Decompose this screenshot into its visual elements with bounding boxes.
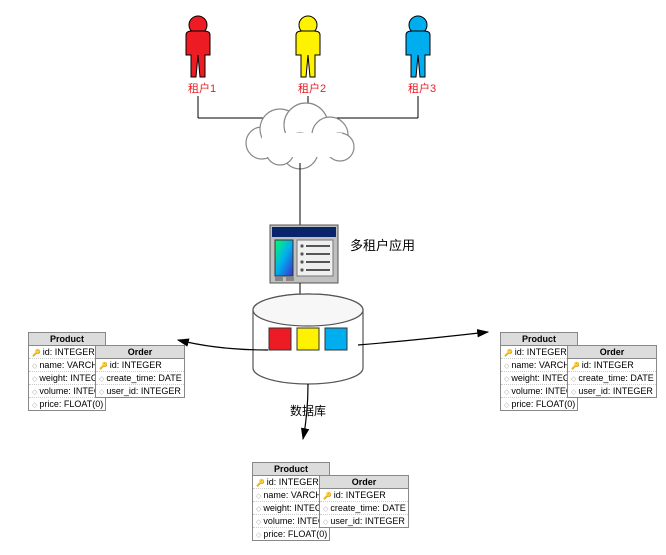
key-icon [32,347,43,357]
db-arrow-right [358,332,488,345]
schema-1-order-table-field-2: user_id: INTEGER [96,385,184,397]
database-icon [253,294,363,384]
key-icon [99,360,110,370]
tenant-1-label: 租户1 [188,81,216,95]
db-label: 数据库 [290,403,326,418]
db-block-1 [269,328,291,350]
schema-3-product-table-field-2: weight: INTEGER [253,502,329,515]
schema-3-product-table-title: Product [253,463,329,476]
schema-3-product-table-field-1: name: VARCHAR [253,489,329,502]
cloud-icon [246,103,354,169]
db-block-3 [325,328,347,350]
schema-3-order-table-title: Order [320,476,408,489]
tenant-3-label: 租户3 [408,81,436,95]
schema-2-order-table-field-1: create_time: DATE [568,372,656,385]
schema-1-product-table-title: Product [29,333,105,346]
app-window-icon [270,225,338,283]
schema-2-order-table-title: Order [568,346,656,359]
schema-1-product-table-field-1: name: VARCHAR [29,359,105,372]
schema-2-product-table-field-1: name: VARCHAR [501,359,577,372]
schema-3-order-table: Orderid: INTEGERcreate_time: DATEuser_id… [319,475,409,528]
schema-1-order-table-title: Order [96,346,184,359]
key-icon [571,360,582,370]
app-label: 多租户应用 [350,238,415,253]
schema-1-order-table-field-1: create_time: DATE [96,372,184,385]
schema-3-product-table-field-0: id: INTEGER [253,476,329,489]
schema-2-order-table-field-2: user_id: INTEGER [568,385,656,397]
schema-2-order-table: Orderid: INTEGERcreate_time: DATEuser_id… [567,345,657,398]
schema-1-product-table-field-0: id: INTEGER [29,346,105,359]
schema-3-product-table-field-3: volume: INTEGER [253,515,329,528]
diagram-canvas: 租户1 租户2 租户3 多租户应用数据库 [0,0,666,555]
schema-1-product-table-field-3: volume: INTEGER [29,385,105,398]
schema-3-order-table-field-0: id: INTEGER [320,489,408,502]
schema-1-product-table-field-2: weight: INTEGER [29,372,105,385]
tenant-1-icon [186,16,210,77]
key-icon [256,477,267,487]
schema-2-product-table-title: Product [501,333,577,346]
schema-3-product-table-field-4: price: FLOAT(0) [253,528,329,540]
tenant-2-icon [296,16,320,77]
key-icon [504,347,515,357]
tenant-3-icon [406,16,430,77]
schema-3-order-table-field-1: create_time: DATE [320,502,408,515]
key-icon [323,490,334,500]
db-block-2 [297,328,319,350]
schema-2-product-table-field-0: id: INTEGER [501,346,577,359]
schema-2-order-table-field-0: id: INTEGER [568,359,656,372]
schema-3-order-table-field-2: user_id: INTEGER [320,515,408,527]
schema-1-order-table-field-0: id: INTEGER [96,359,184,372]
schema-2-product-table-field-2: weight: INTEGER [501,372,577,385]
schema-1-order-table: Orderid: INTEGERcreate_time: DATEuser_id… [95,345,185,398]
schema-2-product-table-field-3: volume: INTEGER [501,385,577,398]
schema-1-product-table-field-4: price: FLOAT(0) [29,398,105,410]
schema-2-product-table-field-4: price: FLOAT(0) [501,398,577,410]
tenant-2-label: 租户2 [298,81,326,95]
